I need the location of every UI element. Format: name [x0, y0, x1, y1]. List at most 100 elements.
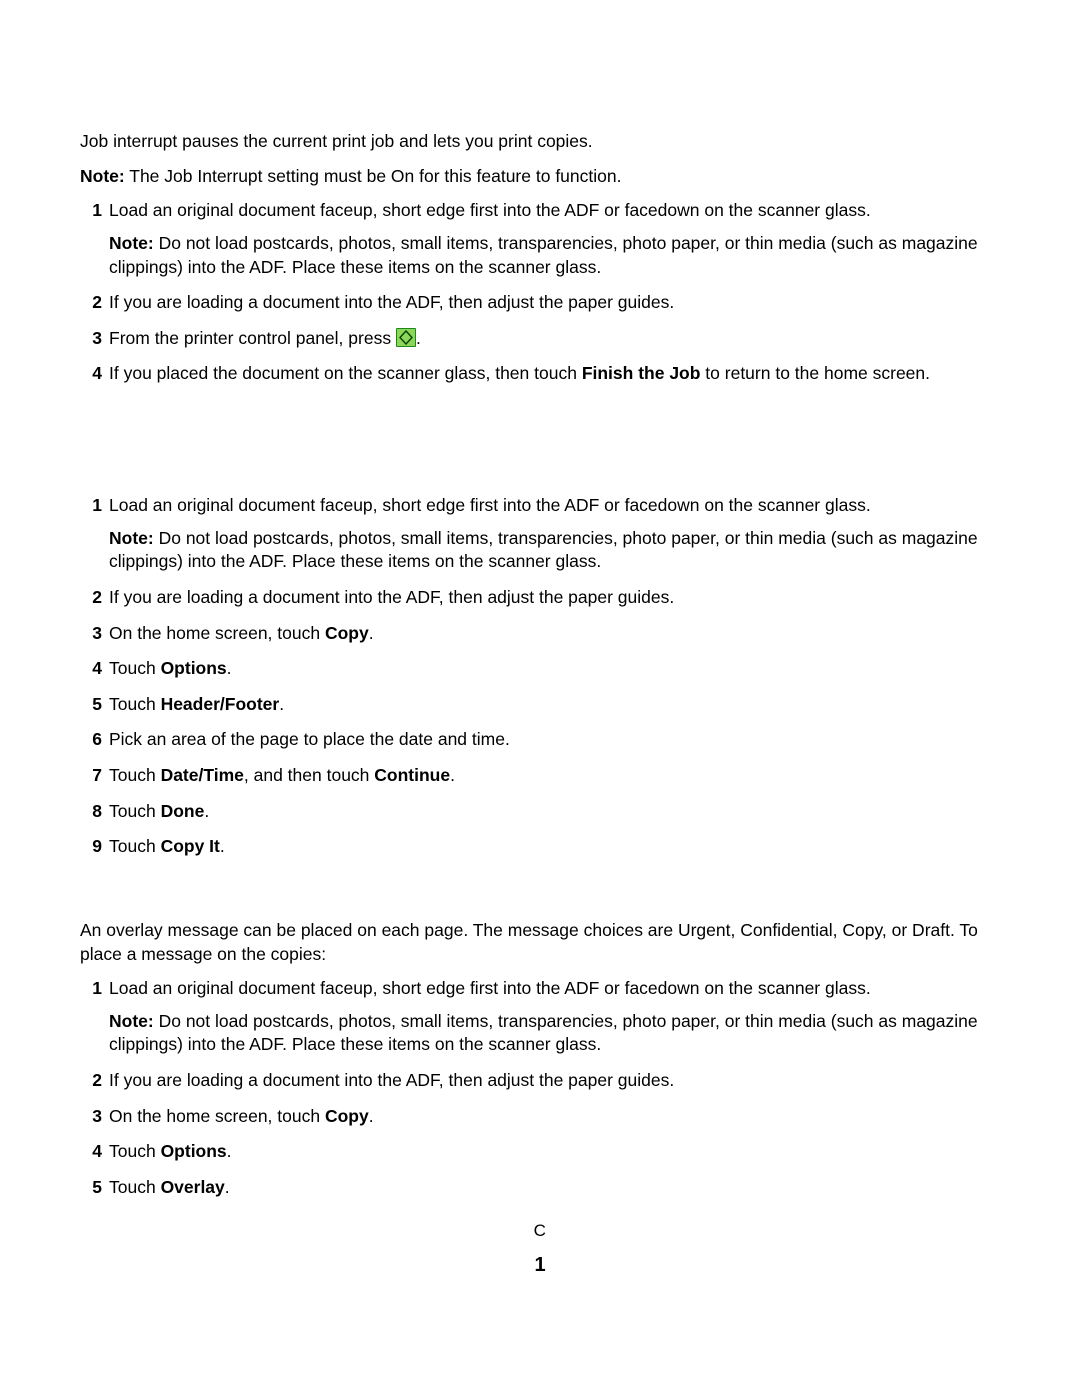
list-item: 5 Touch Header/Footer.: [109, 693, 1000, 717]
note-text: The Job Interrupt setting must be On for…: [125, 166, 622, 186]
step-text-bold: Overlay: [161, 1177, 225, 1197]
list-item: 2 If you are loading a document into the…: [109, 291, 1000, 315]
step-text-pre: From the printer control panel, press: [109, 328, 396, 348]
step-text: Pick an area of the page to place the da…: [109, 729, 510, 749]
step-text-pre: Touch: [109, 694, 161, 714]
step-text-bold: Options: [161, 1141, 227, 1161]
step-number: 1: [80, 494, 102, 518]
step-text-post: .: [416, 328, 421, 348]
step-text-pre: Touch: [109, 801, 161, 821]
step-text: Load an original document faceup, short …: [109, 978, 871, 998]
step-number: 8: [80, 800, 102, 824]
section-gap: [80, 871, 1000, 919]
step-number: 3: [80, 622, 102, 646]
step-text-bold: Header/Footer: [161, 694, 280, 714]
note-label: Note:: [80, 166, 125, 186]
list-item: 3 On the home screen, touch Copy.: [109, 1105, 1000, 1129]
step-text: Load an original document faceup, short …: [109, 200, 871, 220]
step-text-post: to return to the home screen.: [700, 363, 930, 383]
list-item: 9 Touch Copy It.: [109, 835, 1000, 859]
step-number: 4: [80, 362, 102, 386]
step-number: 2: [80, 1069, 102, 1093]
step-text-pre: On the home screen, touch: [109, 1106, 325, 1126]
list-item: 2 If you are loading a document into the…: [109, 586, 1000, 610]
section3-intro: An overlay message can be placed on each…: [80, 919, 1000, 966]
note-text: Do not load postcards, photos, small ite…: [109, 528, 978, 572]
step-text-bold: Finish the Job: [582, 363, 701, 383]
step-note: Note: Do not load postcards, photos, sma…: [109, 1010, 1000, 1057]
step-text-pre: Touch: [109, 1177, 161, 1197]
step-text: If you are loading a document into the A…: [109, 292, 674, 312]
step-text-bold: Copy: [325, 1106, 369, 1126]
list-item: 1 Load an original document faceup, shor…: [109, 977, 1000, 1057]
step-text-post: .: [279, 694, 284, 714]
section1-steps: 1 Load an original document faceup, shor…: [80, 199, 1000, 386]
step-text-bold: Copy: [325, 623, 369, 643]
section2-steps: 1 Load an original document faceup, shor…: [80, 494, 1000, 859]
step-text-bold: Date/Time: [161, 765, 244, 785]
step-text-pre: Touch: [109, 1141, 161, 1161]
note-label: Note:: [109, 1011, 154, 1031]
list-item: 6 Pick an area of the page to place the …: [109, 728, 1000, 752]
step-number: 7: [80, 764, 102, 788]
step-number: 5: [80, 693, 102, 717]
step-text-post: .: [227, 658, 232, 678]
start-button-icon: [396, 328, 416, 347]
step-text-post: .: [369, 1106, 374, 1126]
step-text-bold: Copy It: [161, 836, 220, 856]
step-number: 1: [80, 977, 102, 1001]
note-text: Do not load postcards, photos, small ite…: [109, 1011, 978, 1055]
step-number: 5: [80, 1176, 102, 1200]
footer-page-number: 1: [80, 1252, 1000, 1279]
step-number: 4: [80, 1140, 102, 1164]
page-footer: C 1: [80, 1220, 1000, 1280]
intro-line: Job interrupt pauses the current print j…: [80, 130, 1000, 154]
step-number: 9: [80, 835, 102, 859]
step-text-bold: Done: [161, 801, 205, 821]
note-label: Note:: [109, 233, 154, 253]
step-text-post: .: [225, 1177, 230, 1197]
step-text-post: .: [204, 801, 209, 821]
step-text-bold: Continue: [374, 765, 450, 785]
step-number: 6: [80, 728, 102, 752]
step-number: 3: [80, 1105, 102, 1129]
list-item: 4 If you placed the document on the scan…: [109, 362, 1000, 386]
section-gap: [80, 398, 1000, 494]
step-note: Note: Do not load postcards, photos, sma…: [109, 232, 1000, 279]
step-text-pre: Touch: [109, 836, 161, 856]
step-text-bold: Options: [161, 658, 227, 678]
list-item: 2 If you are loading a document into the…: [109, 1069, 1000, 1093]
intro-note: Note: The Job Interrupt setting must be …: [80, 165, 1000, 189]
list-item: 1 Load an original document faceup, shor…: [109, 494, 1000, 574]
step-text-pre: Touch: [109, 658, 161, 678]
list-item: 4 Touch Options.: [109, 1140, 1000, 1164]
step-text-post: .: [450, 765, 455, 785]
step-number: 1: [80, 199, 102, 223]
step-text-pre: Touch: [109, 765, 161, 785]
list-item: 1 Load an original document faceup, shor…: [109, 199, 1000, 279]
step-text-post: .: [220, 836, 225, 856]
note-label: Note:: [109, 528, 154, 548]
step-number: 2: [80, 291, 102, 315]
step-number: 3: [80, 327, 102, 351]
step-note: Note: Do not load postcards, photos, sma…: [109, 527, 1000, 574]
step-text-post: .: [369, 623, 374, 643]
step-text: If you are loading a document into the A…: [109, 1070, 674, 1090]
list-item: 3 From the printer control panel, press …: [109, 327, 1000, 351]
step-text: If you are loading a document into the A…: [109, 587, 674, 607]
list-item: 8 Touch Done.: [109, 800, 1000, 824]
document-page: Job interrupt pauses the current print j…: [0, 0, 1080, 1309]
step-text-mid: , and then touch: [244, 765, 374, 785]
list-item: 7 Touch Date/Time, and then touch Contin…: [109, 764, 1000, 788]
footer-letter: C: [80, 1220, 1000, 1243]
step-text: Load an original document faceup, short …: [109, 495, 871, 515]
note-text: Do not load postcards, photos, small ite…: [109, 233, 978, 277]
step-text-pre: On the home screen, touch: [109, 623, 325, 643]
list-item: 4 Touch Options.: [109, 657, 1000, 681]
step-number: 4: [80, 657, 102, 681]
section3-steps: 1 Load an original document faceup, shor…: [80, 977, 1000, 1199]
list-item: 5 Touch Overlay.: [109, 1176, 1000, 1200]
list-item: 3 On the home screen, touch Copy.: [109, 622, 1000, 646]
step-text-pre: If you placed the document on the scanne…: [109, 363, 582, 383]
step-text-post: .: [227, 1141, 232, 1161]
